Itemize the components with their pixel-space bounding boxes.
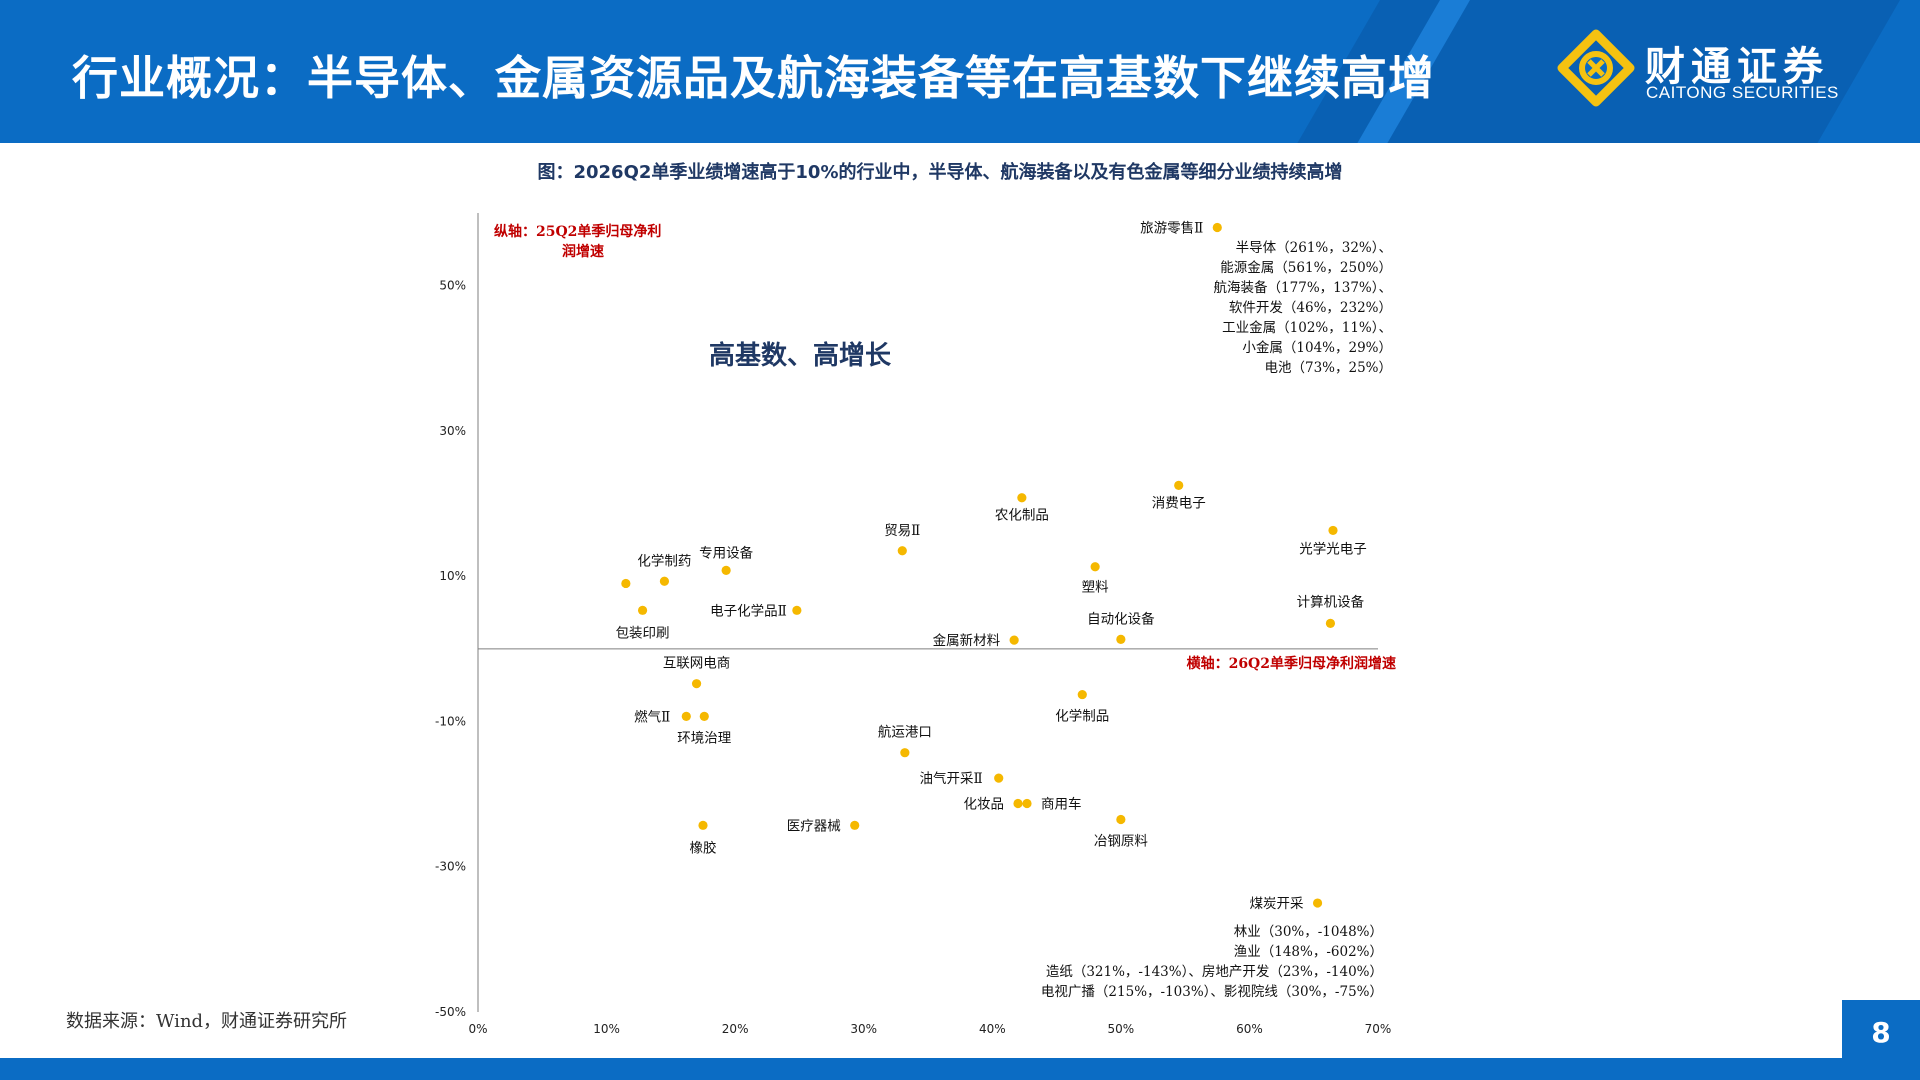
x-axis-title: 横轴：26Q2单季归母净利润增速	[1187, 655, 1396, 672]
data-point	[1312, 898, 1323, 908]
x-tick-label: 70%	[1365, 1022, 1392, 1036]
data-point	[1116, 814, 1126, 825]
data-label: 医疗器械	[787, 818, 841, 834]
y-tick-label: 10%	[439, 569, 466, 583]
x-tick-label: 10%	[593, 1022, 620, 1036]
data-point	[659, 576, 670, 586]
x-tick-label: 50%	[1108, 1022, 1135, 1036]
data-point	[900, 748, 910, 758]
header-banner: 行业概况：半导体、金属资源品及航海装备等在高基数下继续高增 财通证券 CAITO…	[0, 0, 1920, 143]
data-point	[1174, 480, 1184, 490]
y-tick-label: -30%	[435, 860, 466, 874]
data-point	[621, 578, 631, 589]
offscale-top-note: 航海装备（177%，137%）、	[1214, 279, 1392, 296]
x-tick-label: 0%	[468, 1022, 487, 1036]
offscale-top-note: 工业金属（102%，11%）、	[1222, 320, 1392, 336]
caitong-logo-icon	[1557, 29, 1635, 107]
offscale-bottom-note: 电视广播（215%，-103%）、影视院线（30%，-75%）	[1041, 984, 1383, 1000]
data-point	[1017, 493, 1027, 503]
data-point	[1328, 525, 1338, 536]
y-tick-label: -50%	[435, 1005, 466, 1019]
data-point	[721, 565, 731, 575]
data-label: 金属新材料	[933, 633, 1001, 649]
y-axis-title: 润增速	[562, 243, 604, 260]
brand-name-en: CAITONG SECURITIES	[1646, 83, 1839, 102]
data-label: 冶钢原料	[1094, 834, 1148, 850]
data-point	[698, 820, 708, 830]
data-point	[792, 605, 802, 615]
data-point	[699, 711, 709, 721]
data-label: 煤炭开采	[1250, 896, 1304, 912]
x-tick-label: 60%	[1236, 1022, 1263, 1036]
offscale-top-note: 小金属（104%，29%）	[1242, 340, 1392, 356]
slide-title: 行业概况：半导体、金属资源品及航海装备等在高基数下继续高增	[72, 51, 1435, 105]
data-label: 橡胶	[690, 839, 717, 856]
offscale-bottom-note: 林业（30%，-1048%）	[1234, 924, 1383, 940]
x-tick-label: 40%	[979, 1022, 1006, 1036]
data-point	[897, 546, 907, 556]
points-layer	[621, 222, 1338, 908]
data-point	[1212, 222, 1222, 233]
data-label: 旅游零售Ⅱ	[1140, 221, 1203, 237]
offscale-bottom-note: 渔业（148%，-602%）	[1234, 944, 1383, 960]
data-point	[691, 679, 702, 689]
x-tick-label: 30%	[850, 1022, 877, 1036]
y-tick-label: 50%	[439, 279, 466, 293]
data-label: 自动化设备	[1087, 610, 1155, 627]
data-point	[994, 773, 1004, 783]
y-tick-label: -10%	[435, 714, 466, 728]
data-point	[1013, 798, 1023, 809]
offscale-top-note: 能源金属（561%，250%）	[1220, 260, 1392, 276]
y-tick-label: 30%	[439, 424, 466, 438]
chart-title: 图：2026Q2单季业绩增速高于10%的行业中，半导体、航海装备以及有色金属等细…	[537, 162, 1343, 183]
data-label: 消费电子	[1152, 495, 1206, 511]
data-point	[1077, 689, 1087, 700]
data-label: 环境治理	[677, 730, 731, 746]
data-point	[1090, 562, 1100, 572]
data-point	[1022, 798, 1032, 809]
data-label: 化学制药	[637, 553, 691, 569]
data-label: 航运港口	[878, 725, 932, 741]
data-point	[1116, 634, 1126, 644]
data-label: 包装印刷	[616, 625, 670, 641]
data-label: 油气开采Ⅱ	[920, 771, 983, 787]
data-source-note: 数据来源：Wind，财通证券研究所	[66, 1011, 348, 1032]
data-label: 专用设备	[699, 544, 753, 561]
data-label: 燃气Ⅱ	[634, 708, 670, 725]
data-label: 商用车	[1041, 796, 1082, 813]
data-label: 贸易Ⅱ	[884, 523, 920, 539]
data-label: 塑料	[1082, 580, 1110, 596]
data-label: 计算机设备	[1297, 593, 1365, 610]
offscale-bottom-note: 造纸（321%，-143%）、房地产开发（23%，-140%）	[1046, 964, 1383, 980]
data-point	[1009, 635, 1019, 645]
footer-bar	[0, 1058, 1920, 1080]
brand-name-cn: 财通证券	[1645, 44, 1829, 90]
quadrant-label: 高基数、高增长	[709, 340, 892, 371]
data-point	[850, 820, 860, 830]
page-number: 8	[1871, 1016, 1891, 1049]
offscale-top-note: 软件开发（46%，232%）	[1229, 300, 1392, 316]
data-point	[681, 711, 691, 721]
data-label: 化妆品	[964, 797, 1005, 813]
y-axis-title: 纵轴：25Q2单季归母净利	[494, 223, 661, 240]
offscale-top-note: 电池（73%，25%）	[1264, 360, 1392, 376]
axes-layer: 50% 30% 10% -10% -30% -50%0% 10% 20% 30% 40% 50% 60…	[435, 213, 1391, 1036]
data-point	[1325, 618, 1336, 628]
page-number-box: 8	[1842, 1000, 1920, 1080]
data-label: 电子化学品Ⅱ	[710, 603, 787, 619]
x-tick-label: 20%	[722, 1022, 749, 1036]
data-label: 互联网电商	[663, 656, 731, 672]
data-label: 光学光电子	[1299, 541, 1367, 557]
data-label: 化学制品	[1055, 709, 1109, 725]
offscale-top-note: 半导体（261%，32%）、	[1236, 240, 1392, 256]
data-label: 农化制品	[995, 508, 1049, 524]
data-point	[637, 605, 648, 615]
